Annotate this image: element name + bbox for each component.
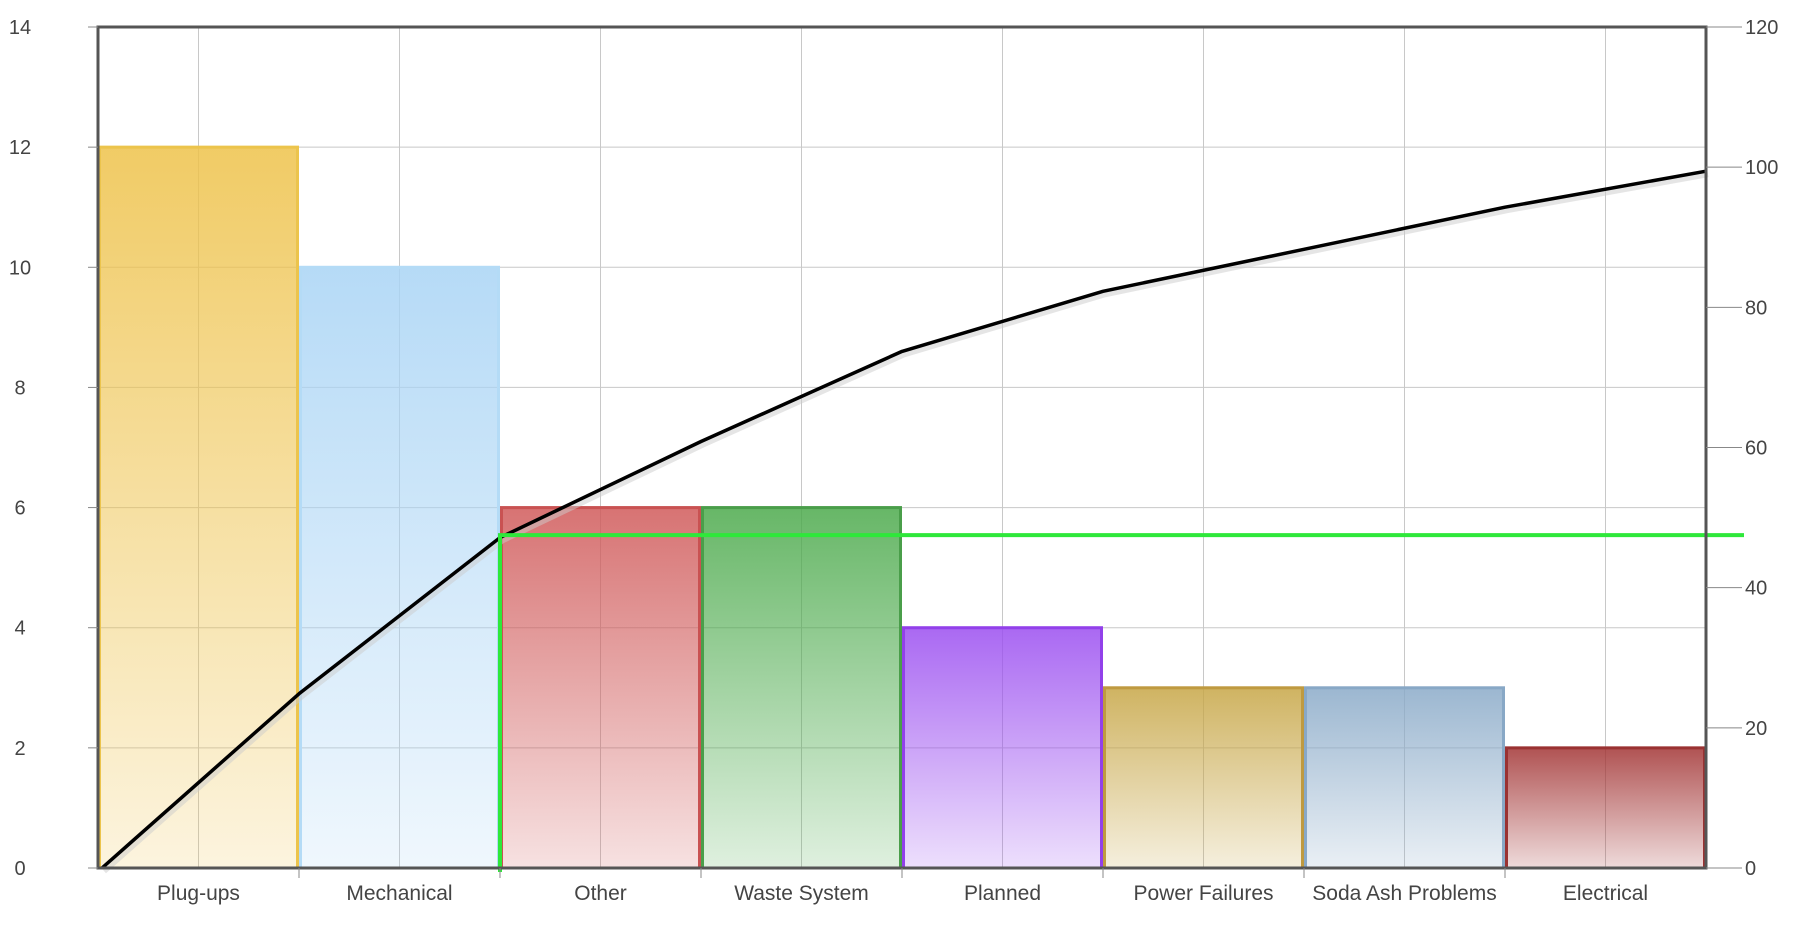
bar-soda-ash-problems[interactable] <box>1304 686 1505 870</box>
threshold-line[interactable] <box>498 533 1744 872</box>
x-tick-label: Soda Ash Problems <box>1312 882 1496 905</box>
bar-waste-system[interactable] <box>701 506 902 870</box>
y-axis-right: 0 20 40 60 80 100 120 <box>1706 17 1778 880</box>
y-left-tick-label: 14 <box>9 17 31 39</box>
y-right-tick-label: 100 <box>1745 157 1778 179</box>
y-right-tick-label: 80 <box>1745 297 1767 319</box>
y-right-tick-label: 120 <box>1745 17 1778 39</box>
x-tick-label: Mechanical <box>346 882 452 905</box>
bar-plug-ups[interactable] <box>98 145 299 870</box>
y-right-tick-label: 40 <box>1745 578 1767 600</box>
y-left-tick-label: 12 <box>9 137 31 159</box>
y-left-tick-label: 0 <box>14 858 25 880</box>
x-tick-label: Other <box>574 882 627 905</box>
x-axis: Plug-ups Mechanical Other Waste System Plann… <box>157 868 1648 905</box>
cumulative-line-shadow <box>102 171 1709 874</box>
bar-planned[interactable] <box>902 626 1103 870</box>
y-right-tick-label: 0 <box>1745 858 1756 880</box>
bar-power-failures[interactable] <box>1103 686 1304 870</box>
y-left-tick-label: 6 <box>14 498 25 520</box>
x-tick-label: Waste System <box>734 882 869 905</box>
bar-electrical[interactable] <box>1505 746 1706 870</box>
y-right-tick-label: 60 <box>1745 438 1767 460</box>
x-tick-label: Power Failures <box>1133 882 1273 905</box>
x-tick-label: Plug-ups <box>157 882 240 905</box>
y-axis-left: 0 2 4 6 8 10 12 14 <box>9 17 98 880</box>
cumulative-line[interactable] <box>100 169 1707 870</box>
y-left-tick-label: 8 <box>14 377 25 399</box>
y-left-tick-label: 2 <box>14 738 25 760</box>
bar-other[interactable] <box>500 506 701 870</box>
y-left-tick-label: 10 <box>9 257 31 279</box>
threshold-line-group <box>498 533 1744 872</box>
x-tick-label: Planned <box>964 882 1041 905</box>
x-tick-label: Electrical <box>1563 882 1648 905</box>
cumulative-line-group <box>100 169 1709 874</box>
y-right-tick-label: 20 <box>1745 718 1767 740</box>
y-left-tick-label: 4 <box>14 618 25 640</box>
